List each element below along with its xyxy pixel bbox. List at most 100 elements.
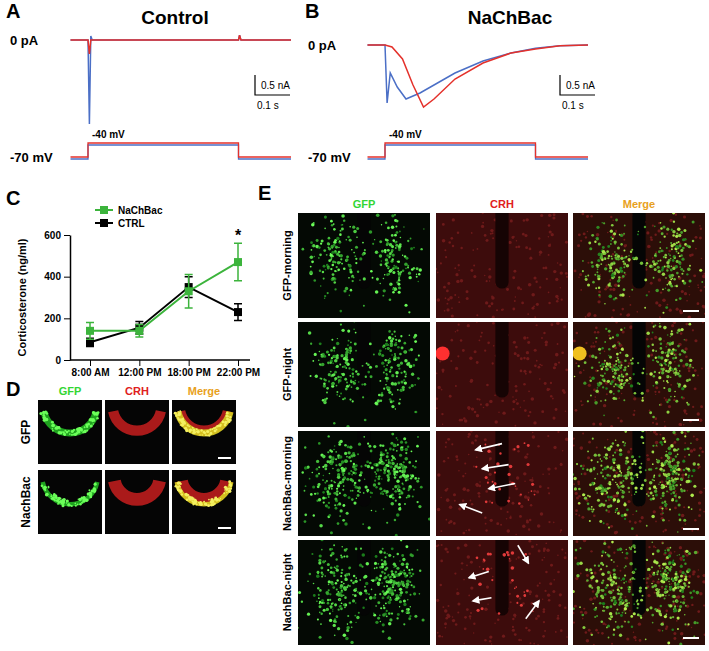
gfp-cell: [388, 391, 391, 394]
gfp-cell: [392, 258, 394, 260]
gfp-cell: [397, 283, 400, 286]
background-signal: [534, 316, 536, 318]
micrograph: [38, 470, 102, 534]
voltage-step: [71, 143, 292, 157]
x-tick: 22:00 PM: [217, 360, 260, 378]
background-signal: [523, 383, 526, 386]
background-signal: [514, 425, 516, 427]
gfp-cell: [180, 491, 182, 493]
background-signal: [529, 411, 531, 413]
gfp-cell: [622, 376, 624, 378]
gfp-cell: [687, 267, 691, 271]
gfp-cell: [189, 429, 191, 431]
background-signal: [685, 339, 688, 342]
gfp-cell: [206, 430, 209, 433]
gfp-cell: [229, 418, 232, 421]
background-signal: [527, 337, 529, 339]
gfp-cell: [391, 214, 394, 217]
gfp-cell: [48, 486, 50, 488]
gfp-cell: [614, 257, 616, 259]
ventricle: [495, 322, 508, 398]
gfp-cell: [681, 258, 684, 261]
gfp-cell: [660, 222, 662, 224]
gfp-cell: [399, 398, 401, 400]
gfp-cell: [345, 388, 348, 391]
gfp-cell: [349, 226, 351, 228]
gfp-cell: [330, 349, 333, 352]
gfp-cell: [310, 343, 312, 345]
gfp-cell: [418, 355, 420, 357]
gfp-cell: [348, 367, 350, 369]
gfp-cell: [394, 265, 397, 268]
background-signal: [506, 288, 508, 290]
background-signal: [652, 257, 654, 259]
gfp-cell: [404, 304, 407, 307]
gfp-cell: [677, 345, 680, 348]
gfp-cell: [621, 373, 623, 375]
background-signal: [699, 236, 702, 239]
gfp-cell: [680, 268, 683, 271]
gfp-cell: [409, 386, 411, 388]
background-signal: [620, 419, 623, 422]
background-signal: [597, 300, 600, 303]
gfp-cell: [630, 250, 632, 252]
gfp-cell: [338, 247, 339, 248]
gfp-cell: [670, 265, 672, 267]
gfp-cell: [611, 274, 614, 277]
gfp-cell: [387, 362, 389, 364]
gfp-cell: [342, 398, 344, 400]
background-signal: [520, 406, 522, 408]
gfp-cell: [394, 358, 396, 360]
gfp-cell: [73, 433, 75, 435]
gfp-cell: [385, 258, 388, 261]
background-signal: [546, 278, 548, 280]
gfp-cell: [621, 379, 624, 382]
gfp-cell: [606, 362, 609, 365]
gfp-cell: [366, 363, 368, 365]
background-signal: [526, 351, 529, 354]
gfp-cell: [398, 275, 401, 278]
gfp-cell: [419, 268, 422, 271]
micrograph: [435, 312, 568, 427]
background-signal: [614, 284, 618, 288]
gfp-cell: [208, 434, 211, 437]
gfp-cell: [324, 295, 326, 297]
gfp-cell: [607, 257, 609, 259]
gfp-cell: [336, 237, 339, 240]
gfp-cell: [355, 350, 357, 352]
background-signal: [501, 399, 504, 402]
background-signal: [455, 367, 458, 370]
gfp-cell: [400, 388, 403, 391]
gfp-cell: [385, 368, 388, 371]
background-signal: [704, 313, 705, 315]
gfp-cell: [330, 253, 331, 254]
gfp-cell: [355, 332, 357, 334]
gfp-cell: [678, 276, 680, 278]
background-signal: [445, 297, 447, 299]
background-signal: [620, 313, 622, 315]
background-signal: [539, 378, 541, 380]
gfp-cell: [53, 493, 56, 496]
background-signal: [612, 219, 613, 220]
gfp-cell: [653, 385, 655, 387]
background-signal: [580, 289, 582, 291]
gfp-cell: [382, 346, 385, 349]
gfp-cell: [607, 245, 610, 248]
gfp-cell: [604, 341, 606, 343]
background-signal: [651, 322, 653, 324]
background-signal: [451, 314, 454, 317]
background-signal: [515, 246, 517, 248]
gfp-cell: [332, 363, 334, 365]
background-signal: [593, 314, 596, 317]
gfp-cell: [338, 251, 341, 254]
background-signal: [629, 296, 630, 297]
gfp-cell: [336, 394, 338, 396]
gfp-cell: [631, 249, 633, 251]
x-tick-mark: [189, 360, 190, 366]
gfp-cell: [210, 501, 213, 504]
gfp-cell: [328, 237, 331, 240]
background-signal: [573, 340, 576, 343]
gfp-cell: [400, 335, 402, 337]
gfp-cell: [391, 234, 394, 237]
gfp-cell: [618, 375, 620, 377]
